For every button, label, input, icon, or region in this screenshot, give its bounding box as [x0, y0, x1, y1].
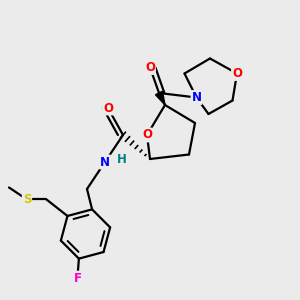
- Text: H: H: [117, 152, 126, 166]
- Text: O: O: [145, 61, 155, 74]
- Polygon shape: [155, 91, 165, 105]
- Text: O: O: [232, 67, 242, 80]
- Text: N: N: [191, 91, 202, 104]
- Text: S: S: [23, 193, 31, 206]
- Text: O: O: [103, 101, 113, 115]
- Text: O: O: [142, 128, 152, 142]
- Text: F: F: [74, 272, 81, 285]
- Text: N: N: [100, 155, 110, 169]
